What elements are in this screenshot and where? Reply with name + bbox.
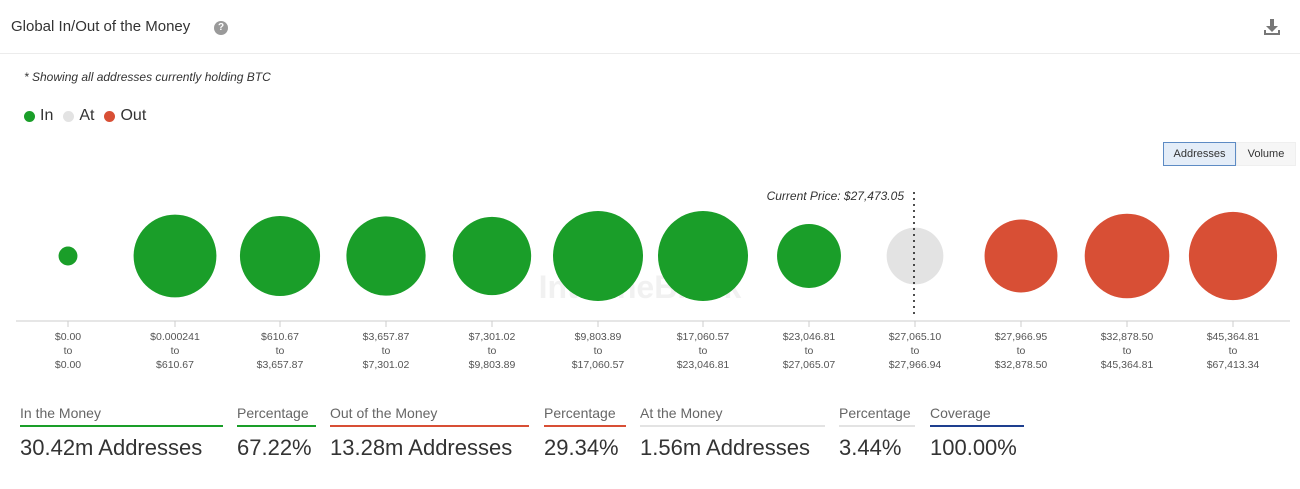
legend-item-at[interactable]: At xyxy=(63,107,94,125)
x-tick-label: to xyxy=(1017,345,1026,357)
x-tick-label: $3,657.87 xyxy=(363,331,410,343)
x-tick-label: $17,060.57 xyxy=(677,331,730,343)
stat-value: 100.00% xyxy=(930,435,1017,460)
x-tick-label: to xyxy=(488,345,497,357)
stat-value: 1.56m Addresses xyxy=(640,435,810,460)
x-tick-label: to xyxy=(594,345,603,357)
bubble-at[interactable] xyxy=(886,227,944,285)
x-tick-label: to xyxy=(805,345,814,357)
stat-label: Coverage xyxy=(930,405,1024,427)
stat-value: 67.22% xyxy=(237,435,312,460)
x-tick-label: $32,878.50 xyxy=(1101,331,1154,343)
x-tick-label: $610.67 xyxy=(156,359,194,371)
stat-6: Coverage 100.00% xyxy=(930,405,1024,461)
legend-item-in[interactable]: In xyxy=(24,107,53,125)
stat-2: Out of the Money 13.28m Addresses xyxy=(330,405,529,461)
bubble-out[interactable] xyxy=(1084,213,1170,299)
x-tick-label: $7,301.02 xyxy=(363,359,410,371)
x-tick-label: $0.000241 xyxy=(150,331,200,343)
stat-value: 3.44% xyxy=(839,435,902,460)
volume-toggle-button[interactable]: Volume xyxy=(1236,142,1296,166)
bubble-in[interactable] xyxy=(58,246,78,266)
question-circle-icon[interactable]: ? xyxy=(214,21,228,35)
legend-dot-out xyxy=(104,110,116,122)
stat-value: 29.34% xyxy=(544,435,619,460)
current-price-label: Current Price: $27,473.05 xyxy=(767,189,905,203)
stat-label: Percentage xyxy=(839,405,915,427)
x-tick-label: to xyxy=(699,345,708,357)
x-tick-label: to xyxy=(64,345,73,357)
stat-5: Percentage 3.44% xyxy=(839,405,915,461)
bubble-out[interactable] xyxy=(1188,211,1278,301)
chart-header: Global In/Out of the Money ? xyxy=(0,0,1300,54)
x-tick-label: $27,966.95 xyxy=(995,331,1048,343)
x-tick-label: to xyxy=(171,345,180,357)
x-tick-label: $7,301.02 xyxy=(469,331,516,343)
x-tick-label: $9,803.89 xyxy=(575,331,622,343)
legend-label-in: In xyxy=(40,107,54,124)
bubble-in[interactable] xyxy=(658,211,748,301)
x-tick-label: $0.00 xyxy=(55,331,81,343)
x-tick-label: $23,046.81 xyxy=(783,331,836,343)
x-tick-label: to xyxy=(276,345,285,357)
x-tick-label: $45,364.81 xyxy=(1207,331,1260,343)
legend-label-out: Out xyxy=(120,107,147,124)
stat-label: Out of the Money xyxy=(330,405,529,427)
bubble-in[interactable] xyxy=(133,214,217,298)
stat-value: 30.42m Addresses xyxy=(20,435,203,460)
bubble-in[interactable] xyxy=(346,216,426,296)
stat-4: At the Money 1.56m Addresses xyxy=(640,405,825,461)
x-tick-label: $27,065.10 xyxy=(889,331,942,343)
x-tick-label: $67,413.34 xyxy=(1207,359,1260,371)
x-tick-label: $610.67 xyxy=(261,331,299,343)
legend-dot-at xyxy=(63,110,75,122)
x-tick-label: $23,046.81 xyxy=(677,359,730,371)
x-tick-label: $0.00 xyxy=(55,359,81,371)
x-tick-label: $17,060.57 xyxy=(572,359,625,371)
legend-item-out[interactable]: Out xyxy=(104,107,146,125)
stat-0: In the Money 30.42m Addresses xyxy=(20,405,223,461)
stat-value: 13.28m Addresses xyxy=(330,435,513,460)
bubble-out[interactable] xyxy=(984,219,1058,293)
x-tick-label: $45,364.81 xyxy=(1101,359,1154,371)
x-tick-label: $3,657.87 xyxy=(257,359,304,371)
legend-label-at: At xyxy=(79,107,95,124)
download-icon[interactable] xyxy=(1262,17,1282,37)
x-tick-label: to xyxy=(911,345,920,357)
bubble-in[interactable] xyxy=(452,216,532,296)
x-tick-label: $27,065.07 xyxy=(783,359,836,371)
holding-note: * Showing all addresses currently holdin… xyxy=(24,70,271,84)
stat-label: Percentage xyxy=(544,405,626,427)
stat-label: At the Money xyxy=(640,405,825,427)
legend-dot-in xyxy=(24,110,35,122)
stat-label: In the Money xyxy=(20,405,223,427)
x-tick-label: to xyxy=(1123,345,1132,357)
x-tick-label: to xyxy=(382,345,391,357)
x-tick-label: $27,966.94 xyxy=(889,359,942,371)
stat-3: Percentage 29.34% xyxy=(544,405,626,461)
stat-1: Percentage 67.22% xyxy=(237,405,316,461)
bubble-in[interactable] xyxy=(239,215,321,297)
bubble-chart: IntoTheBlock$0.00to$0.00$0.000241to$610.… xyxy=(16,189,1290,371)
x-tick-label: to xyxy=(1229,345,1238,357)
page-title: Global In/Out of the Money xyxy=(11,18,191,35)
bubble-in[interactable] xyxy=(553,211,643,301)
chart-legend: In At Out xyxy=(24,107,156,125)
bubble-in[interactable] xyxy=(777,224,841,288)
addresses-toggle-button[interactable]: Addresses xyxy=(1163,142,1236,166)
stat-label: Percentage xyxy=(237,405,316,427)
x-tick-label: $32,878.50 xyxy=(995,359,1048,371)
x-tick-label: $9,803.89 xyxy=(469,359,516,371)
